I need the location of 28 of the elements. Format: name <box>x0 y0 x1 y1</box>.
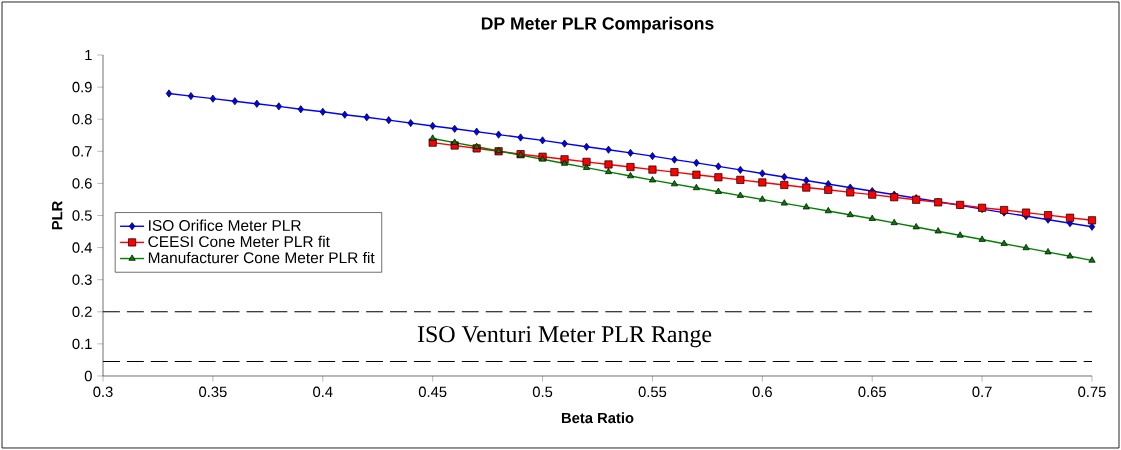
legend-label: CEESI Cone Meter PLR fit <box>148 235 330 248</box>
y-tick-label: 0.1 <box>72 338 92 350</box>
x-tick-label: 0.6 <box>752 386 772 398</box>
y-tick-label: 0.8 <box>72 113 92 125</box>
x-tick-label: 0.4 <box>313 386 333 398</box>
y-tick-label: 1 <box>85 49 92 61</box>
y-tick-label: 0.5 <box>72 210 92 221</box>
legend-label: Manufacturer Cone Meter PLR fit <box>148 251 375 264</box>
y-tick-label: 0 <box>84 370 92 382</box>
y-axis-title: PLR <box>52 201 63 230</box>
y-tick-label: 0.4 <box>72 242 92 253</box>
x-axis-title: Beta Ratio <box>561 412 634 424</box>
x-tick-label: 0.3 <box>93 386 113 398</box>
x-tick-label: 0.5 <box>532 386 553 398</box>
x-tick-label: 0.65 <box>858 386 886 398</box>
y-tick-label: 0.9 <box>72 81 92 93</box>
x-tick-label: 0.75 <box>1078 386 1106 398</box>
x-tick-label: 0.7 <box>972 386 992 398</box>
y-tick-label: 0.7 <box>72 146 92 157</box>
x-tick-label: 0.55 <box>638 386 667 398</box>
x-tick-label: 0.45 <box>418 386 447 398</box>
legend-label: ISO Orifice Meter PLR <box>149 219 301 231</box>
x-tick-label: 0.35 <box>199 386 227 398</box>
chart-title: DP Meter PLR Comparisons <box>481 16 714 34</box>
y-tick-label: 0.3 <box>72 274 92 285</box>
y-tick-label: 0.6 <box>72 178 92 189</box>
annotation: ISO Venturi Meter PLR Range <box>417 326 712 348</box>
y-tick-label: 0.2 <box>72 306 92 318</box>
